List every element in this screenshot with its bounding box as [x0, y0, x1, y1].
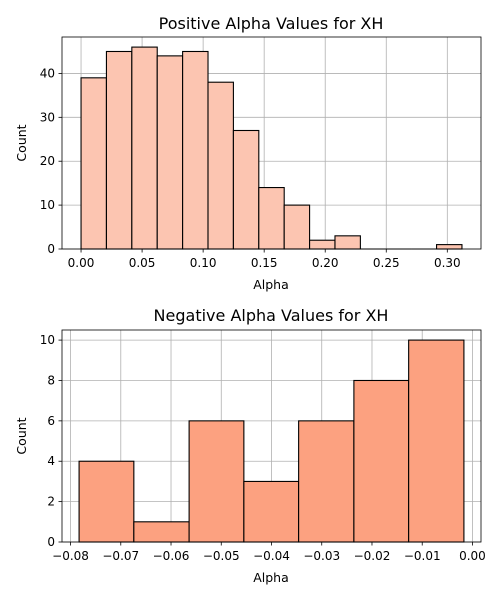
- bar: [258, 187, 285, 250]
- y-tick-label: 40: [40, 66, 55, 80]
- x-tick-label: 0.05: [129, 256, 156, 270]
- x-tick-label: 0.15: [251, 256, 278, 270]
- y-tick-label: 4: [47, 454, 55, 468]
- x-axis-label: Alpha: [253, 277, 289, 292]
- y-tick-label: 8: [47, 373, 55, 387]
- y-axis-label: Count: [14, 124, 29, 161]
- bar: [131, 46, 158, 250]
- bar: [243, 480, 300, 543]
- bar: [156, 55, 184, 250]
- x-tick-label: −0.08: [52, 549, 89, 563]
- bar: [408, 339, 465, 543]
- x-tick-label: −0.01: [404, 549, 441, 563]
- bar: [188, 420, 245, 543]
- x-tick-label: 0.30: [434, 256, 461, 270]
- x-tick-label: 0.20: [312, 256, 339, 270]
- x-tick-label: −0.03: [303, 549, 340, 563]
- x-tick-label: −0.06: [153, 549, 190, 563]
- bar: [105, 50, 133, 250]
- negative-alpha-histogram: Negative Alpha Values for XH Alpha Count…: [14, 306, 486, 585]
- x-tick-label: 0.00: [459, 549, 486, 563]
- bar: [309, 239, 336, 250]
- y-tick-label: 0: [47, 535, 55, 549]
- bar: [436, 244, 463, 250]
- bar: [283, 204, 311, 250]
- bar: [80, 77, 107, 250]
- y-tick-label: 20: [40, 154, 55, 168]
- y-tick-label: 30: [40, 110, 55, 124]
- bar: [207, 81, 234, 250]
- bars: [80, 46, 463, 250]
- y-tick-label: 10: [40, 333, 55, 347]
- bar: [182, 50, 209, 250]
- x-tick-label: 0.00: [68, 256, 95, 270]
- axes-frame: [61, 36, 482, 250]
- bar: [133, 521, 190, 543]
- bar: [298, 420, 355, 543]
- x-tick-label: −0.05: [203, 549, 240, 563]
- ticks: 0.00 0.05 0.10 0.15 0.20 0.25 0.30 0 10 20 30 40: [40, 66, 461, 270]
- ticks: −0.08 −0.07 −0.06 −0.05 −0.04 −0.03 −0.02 −0.01…: [40, 333, 486, 563]
- x-tick-label: 0.10: [190, 256, 217, 270]
- positive-alpha-histogram: Positive Alpha Values for XH Alpha Count…: [14, 14, 482, 292]
- bar: [232, 129, 260, 250]
- y-tick-label: 2: [47, 495, 55, 509]
- x-tick-label: −0.02: [354, 549, 391, 563]
- y-tick-label: 6: [47, 414, 55, 428]
- bar: [334, 235, 361, 250]
- y-axis-label: Count: [14, 417, 29, 454]
- x-tick-label: −0.04: [253, 549, 290, 563]
- chart-title: Negative Alpha Values for XH: [154, 306, 389, 325]
- bar: [78, 460, 135, 543]
- y-tick-label: 10: [40, 198, 55, 212]
- chart-title: Positive Alpha Values for XH: [159, 14, 384, 33]
- bar: [353, 379, 410, 543]
- x-tick-label: −0.07: [102, 549, 139, 563]
- x-tick-label: 0.25: [373, 256, 400, 270]
- bars: [78, 339, 465, 543]
- x-axis-label: Alpha: [253, 570, 289, 585]
- y-tick-label: 0: [47, 242, 55, 256]
